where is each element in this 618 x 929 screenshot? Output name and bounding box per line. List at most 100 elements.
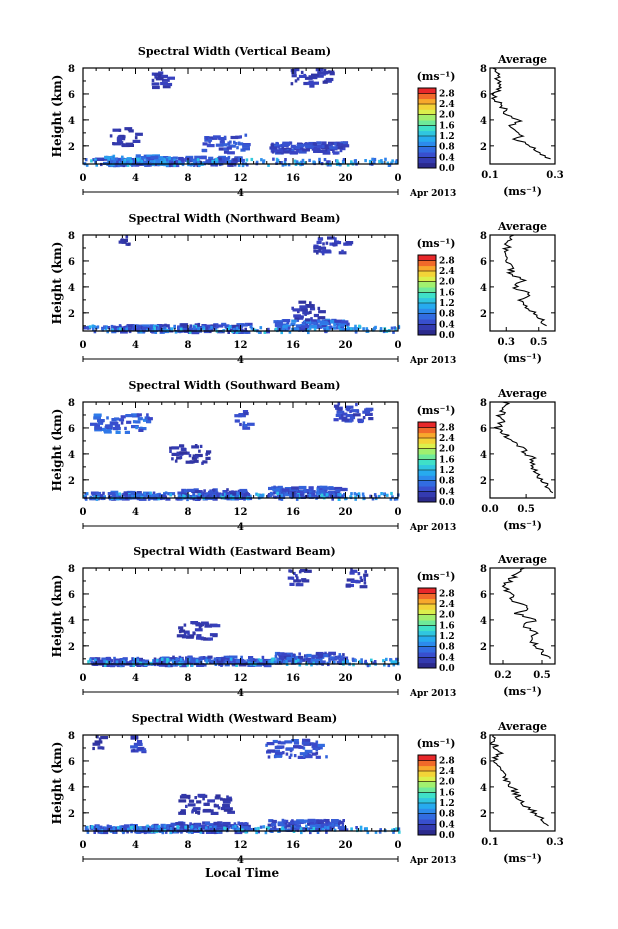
heat-cell bbox=[281, 488, 290, 492]
colorbar-tick-label: 1.6 bbox=[439, 455, 455, 465]
heat-cell bbox=[296, 828, 300, 832]
heat-cell bbox=[283, 150, 292, 154]
heat-cell bbox=[272, 495, 276, 499]
heat-cell bbox=[178, 799, 187, 803]
heat-cell bbox=[128, 826, 132, 830]
heat-cell bbox=[250, 157, 254, 162]
heat-cell bbox=[142, 660, 145, 664]
colorbar-band bbox=[418, 496, 436, 503]
heat-cell bbox=[123, 158, 127, 162]
heat-cell bbox=[337, 325, 341, 329]
heat-cell bbox=[337, 407, 343, 411]
heat-cell bbox=[274, 660, 277, 664]
heat-cell bbox=[93, 830, 96, 834]
heat-cell bbox=[257, 493, 260, 497]
colorbar-band bbox=[418, 324, 436, 331]
heat-cell bbox=[254, 827, 257, 831]
heat-cell bbox=[145, 160, 149, 164]
heat-cell bbox=[188, 454, 192, 458]
heat-cell bbox=[121, 240, 127, 244]
heat-cell bbox=[301, 322, 307, 326]
heat-cell bbox=[207, 799, 215, 803]
heat-cell bbox=[211, 830, 214, 834]
heat-cell bbox=[96, 157, 104, 161]
heat-cell bbox=[215, 494, 224, 498]
heat-cell bbox=[154, 324, 158, 328]
heat-cell bbox=[222, 798, 226, 802]
heat-cell bbox=[212, 497, 218, 501]
heat-cell bbox=[334, 491, 340, 495]
heat-cell bbox=[309, 84, 315, 88]
heat-cell bbox=[205, 830, 214, 834]
heat-cell bbox=[176, 634, 185, 638]
heat-cell bbox=[179, 658, 183, 662]
heat-cell bbox=[272, 491, 276, 495]
heat-cell bbox=[198, 826, 201, 830]
heat-cell bbox=[171, 452, 180, 456]
heat-cell bbox=[156, 327, 165, 331]
panel-title: Spectral Width (Northward Beam) bbox=[129, 212, 341, 225]
heat-cell bbox=[98, 494, 104, 498]
heat-cell bbox=[336, 324, 339, 328]
heat-cell bbox=[237, 141, 241, 145]
average-title: Average bbox=[497, 220, 547, 233]
heat-cell bbox=[315, 824, 324, 828]
heat-cell bbox=[333, 828, 337, 832]
heat-cell bbox=[340, 655, 343, 659]
heat-cell bbox=[160, 657, 164, 661]
heat-cell bbox=[308, 80, 314, 84]
heat-cell bbox=[151, 161, 154, 165]
heat-cell bbox=[335, 489, 341, 493]
heat-cell bbox=[160, 74, 168, 78]
heat-cell bbox=[157, 825, 161, 829]
heat-cell bbox=[272, 739, 278, 744]
heat-cell bbox=[194, 497, 198, 501]
heat-cell bbox=[366, 830, 370, 835]
heat-cell bbox=[183, 623, 187, 627]
heat-cell bbox=[272, 826, 275, 830]
heat-cell bbox=[107, 656, 110, 661]
heat-cell bbox=[288, 828, 292, 832]
heat-cell bbox=[314, 142, 317, 146]
heat-cell bbox=[355, 493, 359, 497]
heat-cell bbox=[93, 330, 97, 334]
heat-cell bbox=[190, 830, 193, 834]
heat-cell bbox=[319, 490, 325, 494]
heat-cell bbox=[339, 163, 342, 167]
heat-cell bbox=[285, 828, 289, 832]
avg-y-tick-label: 2 bbox=[480, 809, 487, 820]
heat-cell bbox=[223, 147, 230, 151]
heat-cell bbox=[337, 402, 341, 406]
heat-cell bbox=[198, 449, 201, 453]
heat-cell bbox=[105, 424, 113, 428]
heat-cell bbox=[305, 320, 312, 324]
heat-cell bbox=[311, 658, 319, 662]
heat-cell bbox=[362, 416, 366, 420]
heat-cell bbox=[301, 741, 310, 745]
heat-cell bbox=[317, 149, 326, 153]
colorbar-band bbox=[418, 287, 436, 293]
heat-cell bbox=[334, 486, 343, 491]
heat-cell bbox=[137, 417, 143, 421]
heat-cell bbox=[113, 656, 116, 660]
heat-cell bbox=[146, 157, 154, 161]
heat-cell bbox=[163, 326, 166, 330]
heat-cell bbox=[371, 157, 374, 161]
heat-cell bbox=[215, 157, 218, 161]
heat-cell bbox=[294, 68, 300, 72]
heat-cell bbox=[300, 495, 306, 499]
average-title: Average bbox=[497, 720, 547, 733]
heat-cell bbox=[291, 660, 297, 665]
heat-cell bbox=[119, 134, 125, 138]
colorbar-band bbox=[418, 120, 436, 126]
colorbar-band bbox=[418, 422, 436, 428]
heatmap-cells bbox=[84, 735, 401, 835]
heat-cell bbox=[304, 569, 312, 573]
x-tick-label: 16 bbox=[286, 840, 300, 851]
heat-cell bbox=[222, 158, 225, 162]
heat-cell bbox=[130, 159, 133, 163]
heat-cell bbox=[196, 663, 204, 667]
heat-cell bbox=[189, 460, 195, 464]
avg-y-tick-label: 2 bbox=[480, 142, 487, 153]
heat-cell bbox=[304, 311, 310, 315]
